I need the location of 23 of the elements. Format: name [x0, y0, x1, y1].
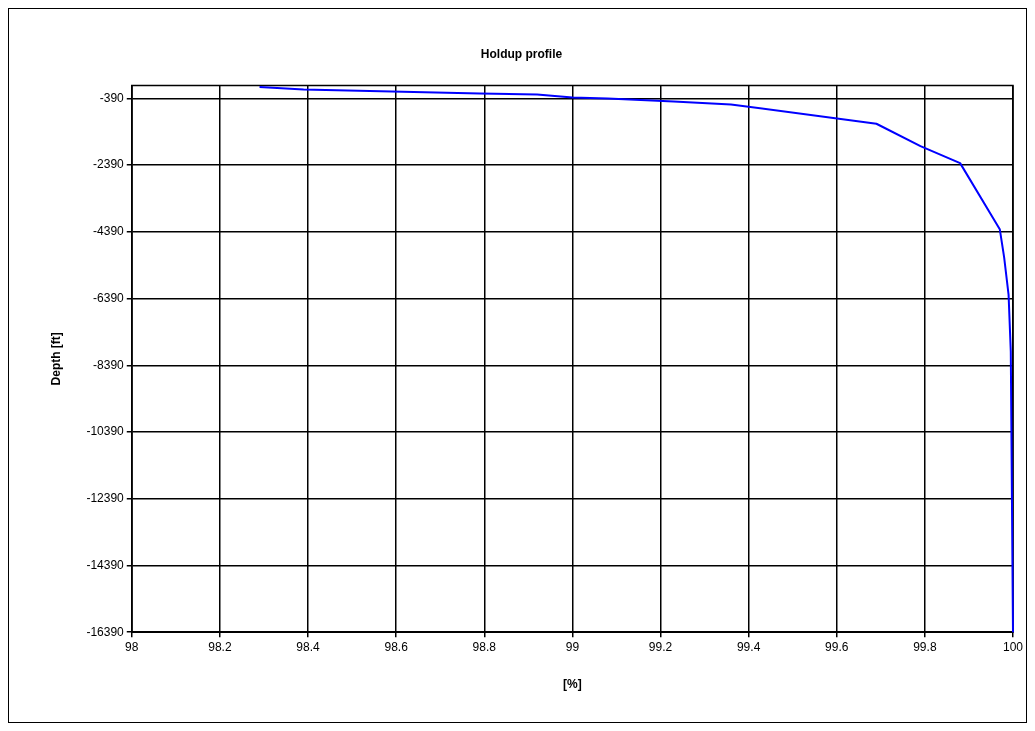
x-tick-label: 99.6: [825, 639, 849, 654]
x-axis-title: [%]: [563, 677, 582, 692]
x-tick-label: 99.2: [648, 639, 673, 654]
x-tick-label: 98.2: [208, 639, 232, 654]
y-tick-label: -2390: [93, 157, 125, 172]
x-tick-label: 99.4: [736, 639, 761, 654]
x-tick-label: 99.8: [913, 639, 937, 654]
y-tick-label: -390: [99, 90, 125, 105]
y-axis-title: Depth [ft]: [48, 332, 63, 386]
chart-title: Holdup profile: [480, 46, 563, 61]
x-tick-label: 98.8: [472, 639, 497, 654]
y-tick-label: -8390: [93, 357, 125, 372]
y-tick-label: -4390: [93, 224, 125, 239]
x-tick-label: 98.6: [384, 639, 409, 654]
x-tick-label: 98: [125, 639, 139, 654]
y-tick-label: -6390: [93, 290, 125, 305]
x-tick-label: 99: [565, 639, 580, 654]
y-tick-label: -16390: [86, 624, 125, 639]
y-tick-label: -12390: [86, 491, 125, 506]
y-tick-label: -10390: [86, 424, 125, 439]
x-tick-label: 98.4: [296, 639, 321, 654]
x-tick-label: 100: [1002, 639, 1024, 654]
y-tick-label: -14390: [86, 557, 125, 572]
